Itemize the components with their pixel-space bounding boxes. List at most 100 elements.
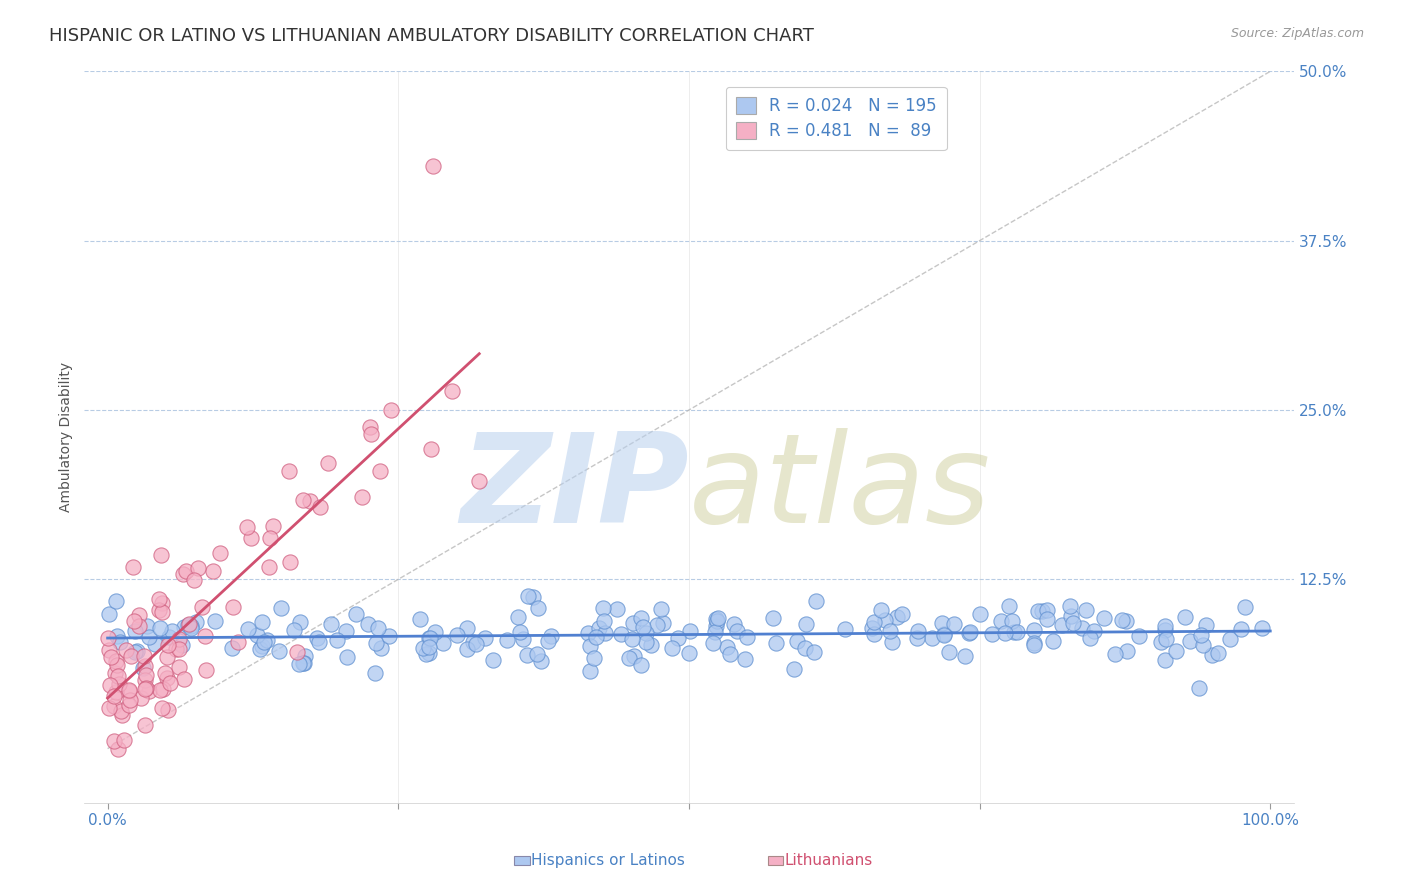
Point xyxy=(167,632,190,647)
Point xyxy=(256,632,278,647)
Text: ZIP: ZIP xyxy=(460,428,689,549)
Point xyxy=(122,615,145,629)
Point xyxy=(294,648,316,663)
Point xyxy=(307,631,329,645)
Point xyxy=(621,615,644,630)
Point xyxy=(418,646,440,660)
Point xyxy=(630,657,652,672)
Point xyxy=(1218,632,1240,646)
Point xyxy=(969,607,991,621)
Point xyxy=(1062,616,1084,631)
Point xyxy=(257,560,280,574)
Point xyxy=(422,159,444,173)
Point xyxy=(957,626,980,640)
Point xyxy=(132,649,155,664)
Point xyxy=(1070,621,1092,635)
Point xyxy=(725,624,748,638)
Point xyxy=(377,628,399,642)
Point xyxy=(1201,648,1223,662)
Point xyxy=(634,625,657,640)
Point xyxy=(409,612,432,626)
Point xyxy=(143,637,166,651)
Point xyxy=(1208,646,1230,660)
Point xyxy=(138,684,160,698)
Point xyxy=(120,648,142,663)
Point xyxy=(288,657,311,672)
Point xyxy=(704,625,727,640)
Point xyxy=(122,560,145,574)
Point xyxy=(157,703,180,717)
Point xyxy=(702,636,724,650)
Point xyxy=(862,626,884,640)
Point xyxy=(875,613,897,627)
Point xyxy=(239,531,262,545)
Point xyxy=(640,638,662,652)
Point xyxy=(134,718,156,732)
Point xyxy=(1153,619,1175,633)
Point xyxy=(1189,628,1212,642)
Point xyxy=(959,624,981,639)
Point xyxy=(1036,612,1059,626)
Point xyxy=(174,564,197,578)
Point xyxy=(803,645,825,659)
Point xyxy=(115,643,138,657)
Point xyxy=(418,640,440,654)
Point xyxy=(1060,608,1083,623)
Point xyxy=(108,677,131,691)
Point xyxy=(869,603,891,617)
Point xyxy=(704,612,727,626)
Point xyxy=(107,741,129,756)
Point xyxy=(221,641,243,656)
Point xyxy=(645,617,668,632)
Point xyxy=(593,626,616,640)
Point xyxy=(117,698,139,713)
Point xyxy=(806,594,828,608)
Point xyxy=(149,621,172,635)
Point xyxy=(309,500,332,515)
Point xyxy=(1250,621,1272,635)
Point xyxy=(167,660,190,674)
Point xyxy=(194,629,217,643)
Point xyxy=(209,546,232,560)
Point xyxy=(412,640,434,655)
Point xyxy=(187,560,209,574)
Point xyxy=(278,464,301,478)
Point xyxy=(1188,681,1211,696)
Point xyxy=(253,634,276,648)
Point xyxy=(1005,625,1028,640)
Point xyxy=(364,636,387,650)
Point xyxy=(112,733,135,747)
Point xyxy=(938,645,960,659)
Point xyxy=(107,669,129,683)
Point xyxy=(335,624,357,638)
Point xyxy=(226,635,249,649)
Point xyxy=(890,607,912,621)
Point xyxy=(156,671,179,685)
Point xyxy=(191,600,214,615)
Point xyxy=(794,616,817,631)
Point xyxy=(316,456,339,470)
Point xyxy=(576,625,599,640)
Point xyxy=(579,640,602,654)
Point xyxy=(509,625,531,640)
Point xyxy=(120,693,142,707)
Point xyxy=(706,615,728,629)
Point xyxy=(1111,613,1133,627)
Point xyxy=(1092,611,1115,625)
Point xyxy=(367,621,389,635)
Point xyxy=(1153,652,1175,666)
Point xyxy=(124,645,146,659)
Point xyxy=(252,640,274,654)
Point xyxy=(1002,624,1025,639)
Point xyxy=(536,633,558,648)
Point xyxy=(110,704,132,718)
Point xyxy=(441,384,464,398)
Point xyxy=(1156,632,1178,646)
Point xyxy=(579,664,602,678)
Point xyxy=(932,627,955,641)
Point xyxy=(1116,643,1139,657)
Point xyxy=(932,628,955,642)
Point xyxy=(249,641,271,656)
Point xyxy=(104,685,127,699)
Point xyxy=(886,610,908,624)
